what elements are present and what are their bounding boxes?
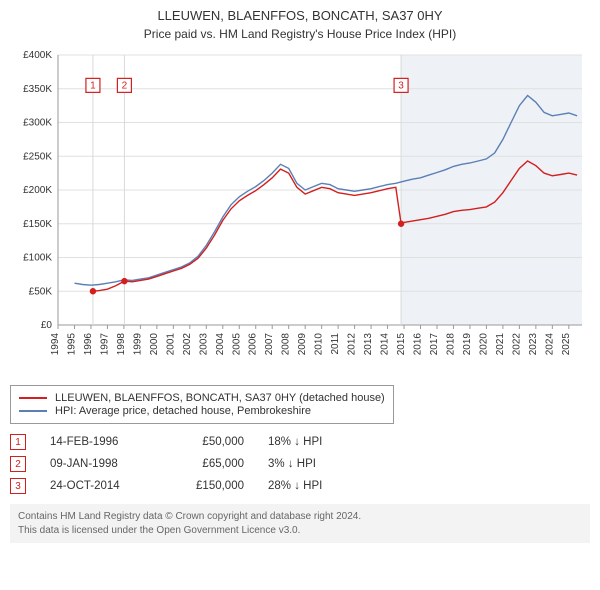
sale-price: £150,000 (174, 480, 244, 492)
svg-text:2009: 2009 (297, 333, 308, 356)
svg-text:2001: 2001 (165, 333, 176, 356)
svg-text:1996: 1996 (83, 333, 94, 356)
svg-text:£150K: £150K (23, 219, 52, 230)
svg-text:2008: 2008 (281, 333, 292, 356)
sale-price: £50,000 (174, 436, 244, 448)
svg-text:£50K: £50K (29, 286, 53, 297)
svg-text:£250K: £250K (23, 151, 52, 162)
svg-text:2005: 2005 (231, 333, 242, 356)
svg-text:2018: 2018 (445, 333, 456, 356)
svg-text:1998: 1998 (116, 333, 127, 356)
sale-diff: 28% ↓ HPI (268, 480, 368, 492)
sale-diff: 18% ↓ HPI (268, 436, 368, 448)
svg-text:2020: 2020 (478, 333, 489, 356)
svg-text:2017: 2017 (429, 333, 440, 356)
svg-text:1997: 1997 (99, 333, 110, 356)
legend-row: LLEUWEN, BLAENFFOS, BONCATH, SA37 0HY (d… (19, 392, 385, 404)
title-sub: Price paid vs. HM Land Registry's House … (10, 27, 590, 41)
svg-text:£100K: £100K (23, 253, 52, 264)
svg-text:1: 1 (90, 81, 96, 92)
chart-area: £0 £50K £100K £150K £200K £250K £300K £350K £400… (10, 49, 590, 379)
sales-row: 1 14-FEB-1996 £50,000 18% ↓ HPI (10, 434, 590, 450)
svg-text:2024: 2024 (544, 333, 555, 356)
legend-swatch (19, 397, 47, 399)
svg-text:2006: 2006 (248, 333, 259, 356)
sale-badge: 1 (10, 434, 26, 450)
svg-text:2011: 2011 (330, 333, 341, 355)
sale-date: 24-OCT-2014 (50, 480, 150, 492)
svg-text:2019: 2019 (462, 333, 473, 356)
sales-row: 2 09-JAN-1998 £65,000 3% ↓ HPI (10, 456, 590, 472)
footer: Contains HM Land Registry data © Crown c… (10, 504, 590, 543)
svg-text:2012: 2012 (347, 333, 358, 356)
legend: LLEUWEN, BLAENFFOS, BONCATH, SA37 0HY (d… (10, 385, 394, 424)
svg-text:2000: 2000 (149, 333, 160, 356)
title-main: LLEUWEN, BLAENFFOS, BONCATH, SA37 0HY (10, 8, 590, 23)
svg-text:£350K: £350K (23, 84, 52, 95)
sale-date: 09-JAN-1998 (50, 458, 150, 470)
svg-text:2003: 2003 (198, 333, 209, 356)
chart-container: LLEUWEN, BLAENFFOS, BONCATH, SA37 0HY Pr… (0, 0, 600, 553)
sales-table: 1 14-FEB-1996 £50,000 18% ↓ HPI 2 09-JAN-1998… (10, 434, 590, 494)
sale-price: £65,000 (174, 458, 244, 470)
sale-date: 14-FEB-1996 (50, 436, 150, 448)
svg-text:£400K: £400K (23, 50, 52, 61)
svg-text:1995: 1995 (66, 333, 77, 356)
svg-text:1994: 1994 (50, 333, 61, 356)
svg-text:£200K: £200K (23, 185, 52, 196)
sale-diff: 3% ↓ HPI (268, 458, 368, 470)
svg-text:1999: 1999 (132, 333, 143, 356)
sale-badge: 3 (10, 478, 26, 494)
legend-swatch (19, 410, 47, 412)
svg-text:2010: 2010 (314, 333, 325, 356)
svg-text:£300K: £300K (23, 118, 52, 129)
svg-text:2016: 2016 (413, 333, 424, 356)
svg-text:2002: 2002 (182, 333, 193, 356)
legend-label: HPI: Average price, detached house, Pemb… (55, 405, 311, 417)
svg-text:2014: 2014 (380, 333, 391, 356)
svg-text:2022: 2022 (511, 333, 522, 356)
svg-text:2021: 2021 (495, 333, 506, 356)
svg-text:2015: 2015 (396, 333, 407, 356)
sales-row: 3 24-OCT-2014 £150,000 28% ↓ HPI (10, 478, 590, 494)
sale-badge: 2 (10, 456, 26, 472)
svg-text:2023: 2023 (528, 333, 539, 356)
footer-line-2: This data is licensed under the Open Gov… (18, 524, 582, 538)
svg-text:2: 2 (122, 81, 128, 92)
footer-line-1: Contains HM Land Registry data © Crown c… (18, 510, 582, 524)
legend-label: LLEUWEN, BLAENFFOS, BONCATH, SA37 0HY (d… (55, 392, 385, 404)
svg-text:2013: 2013 (363, 333, 374, 356)
svg-text:2007: 2007 (264, 333, 275, 356)
svg-text:3: 3 (398, 81, 404, 92)
svg-text:£0: £0 (41, 320, 53, 331)
legend-row: HPI: Average price, detached house, Pemb… (19, 405, 385, 417)
chart-svg: £0 £50K £100K £150K £200K £250K £300K £350K £400… (10, 49, 590, 379)
svg-text:2025: 2025 (561, 333, 572, 356)
svg-text:2004: 2004 (215, 333, 226, 356)
